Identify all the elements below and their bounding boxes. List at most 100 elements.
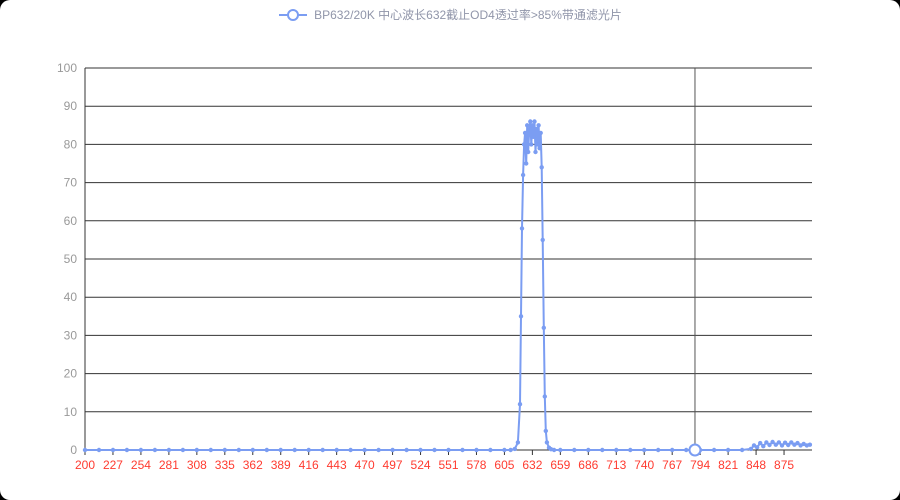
x-tick-label: 308	[187, 458, 207, 472]
data-point-marker	[558, 447, 563, 453]
x-tick-label: 848	[746, 458, 766, 472]
data-point-marker	[348, 447, 353, 453]
x-tick-label: 821	[718, 458, 738, 472]
y-tick-label: 20	[64, 367, 78, 381]
data-point-marker	[725, 447, 731, 453]
data-point-marker	[376, 447, 381, 453]
y-tick-label: 70	[64, 176, 78, 190]
data-point-marker	[96, 447, 102, 453]
data-point-marker	[512, 446, 517, 452]
data-point-marker	[761, 444, 766, 449]
x-tick-label: 227	[103, 458, 123, 472]
data-point-marker	[773, 442, 778, 447]
data-point-marker	[520, 172, 526, 178]
x-tick-label: 794	[690, 458, 710, 472]
data-point-marker	[758, 440, 763, 446]
legend-label: BP632/20K 中心波长632截止OD4透过率>85%带通滤光片	[314, 8, 622, 22]
data-point-marker	[292, 447, 297, 453]
data-point-marker	[518, 314, 524, 319]
data-point-marker	[306, 447, 311, 453]
data-point-marker	[544, 440, 550, 445]
data-point-marker	[535, 142, 540, 147]
y-tick-label: 0	[70, 443, 77, 457]
data-point-marker	[515, 440, 521, 445]
x-tick-label: 254	[131, 458, 151, 472]
data-point-marker	[541, 325, 546, 330]
data-point-marker	[525, 123, 530, 128]
data-point-marker	[754, 445, 760, 450]
data-point-marker	[460, 447, 465, 453]
x-tick-label: 524	[411, 458, 431, 472]
data-point-marker	[642, 447, 647, 453]
y-tick-label: 10	[64, 405, 78, 419]
x-tick-label: 740	[634, 458, 654, 472]
x-tick-label: 632	[522, 458, 542, 472]
y-tick-label: 40	[64, 290, 78, 304]
x-tick-label: 605	[494, 458, 514, 472]
data-point-marker	[320, 447, 325, 453]
data-point-marker	[166, 447, 172, 453]
legend[interactable]: BP632/20K 中心波长632截止OD4透过率>85%带通滤光片	[0, 6, 900, 23]
data-point-marker	[474, 447, 479, 453]
data-point-marker	[524, 161, 529, 166]
data-point-marker	[572, 447, 577, 453]
x-tick-label: 389	[271, 458, 291, 472]
data-point-marker	[539, 165, 544, 170]
x-tick-label: 497	[383, 458, 403, 472]
y-tick-label: 30	[64, 328, 78, 342]
x-tick-label: 767	[662, 458, 682, 472]
x-tick-label: 551	[438, 458, 458, 472]
data-point-marker	[418, 447, 423, 453]
data-point-marker	[138, 447, 144, 453]
data-point-marker	[527, 126, 532, 132]
data-point-marker	[586, 447, 591, 453]
data-point-marker	[534, 126, 539, 132]
data-point-marker	[748, 446, 754, 452]
data-point-marker	[538, 130, 543, 136]
legend-line-icon	[279, 8, 308, 21]
data-point-marker	[508, 447, 513, 453]
data-point-marker	[404, 447, 409, 453]
data-point-marker	[390, 447, 395, 453]
data-point-marker	[278, 447, 283, 453]
x-tick-label: 875	[774, 458, 794, 472]
data-point-marker	[537, 146, 542, 151]
data-point-marker	[528, 119, 533, 124]
x-tick-label: 200	[75, 458, 95, 472]
data-point-marker	[519, 226, 525, 231]
data-point-marker	[533, 149, 538, 155]
data-point-marker	[488, 447, 493, 453]
x-tick-label: 362	[243, 458, 263, 472]
x-tick-label: 443	[327, 458, 347, 472]
data-point-marker	[432, 447, 437, 453]
data-point-marker	[540, 237, 545, 243]
x-tick-label: 713	[606, 458, 626, 472]
data-point-marker	[502, 447, 507, 453]
data-point-marker	[532, 119, 537, 124]
data-point-marker	[767, 442, 772, 448]
x-tick-label: 335	[215, 458, 235, 472]
data-point-marker	[526, 149, 531, 155]
data-point-marker	[362, 447, 367, 453]
data-point-marker	[529, 142, 534, 147]
y-tick-label: 50	[64, 252, 78, 266]
data-point-marker	[536, 123, 541, 128]
data-point-marker	[82, 447, 88, 453]
data-point-marker	[807, 442, 813, 447]
y-tick-label: 60	[64, 214, 78, 228]
x-tick-label: 416	[299, 458, 319, 472]
data-point-marker	[522, 130, 528, 136]
y-tick-label: 100	[57, 61, 77, 75]
data-point-marker	[779, 443, 785, 448]
data-point-marker	[208, 447, 213, 453]
x-tick-label: 578	[466, 458, 486, 472]
data-point-marker	[795, 440, 800, 446]
data-point-marker	[531, 134, 536, 139]
data-point-marker	[521, 142, 527, 147]
data-point-marker	[600, 447, 605, 453]
data-point-marker	[517, 402, 523, 407]
data-point-marker	[628, 447, 633, 453]
x-tick-label: 659	[550, 458, 570, 472]
